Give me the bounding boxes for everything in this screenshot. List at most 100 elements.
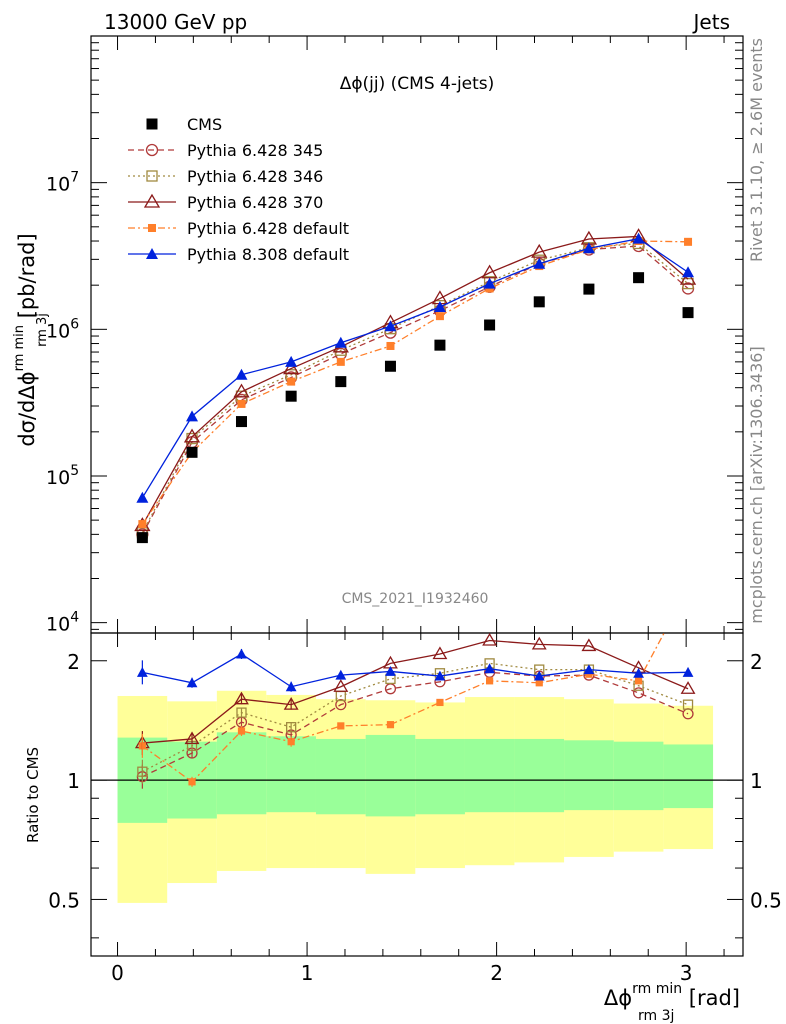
marker-triangle [682,666,694,677]
marker-square [384,360,396,372]
ticks [91,35,743,956]
marker-triangle-open [482,633,498,646]
marker-triangle-open [531,636,547,650]
chart-title: Δϕ(jj) (CMS 4-jets) [340,74,495,94]
marker-triangle-open [283,360,300,375]
marker-square-small [336,357,345,366]
x-tick-label: 1 [301,961,314,985]
series-line-pythia-6-428-default [141,240,689,525]
series-line-pythia-6-428-370 [141,235,689,526]
legend-label: CMS [187,115,222,134]
frames [90,35,744,957]
marker-triangle-open [183,428,201,443]
marker-square-small [287,377,296,386]
series-line-pythia-6-428-345 [141,245,689,535]
marker-square [136,532,148,544]
main-curves [134,228,697,544]
marker-square [186,446,198,458]
marker-triangle [682,266,695,278]
ratio-line-pythia-6-428-346 [142,662,689,773]
marker-square [434,339,446,351]
ratio-line-pythia-6-428-370 [142,639,689,744]
marker-triangle [633,667,644,678]
marker-triangle [235,368,248,380]
marker-triangle [632,232,645,244]
marker-square [633,272,645,284]
x-axis-label: Δϕrm min [rad] [604,981,740,1010]
y-tick-label: 106 [46,316,79,342]
marker-square [335,376,347,388]
y-axis-label-sub: rm 3j [35,313,50,347]
marker-square [285,390,297,402]
marker-triangle [583,664,595,675]
marker-square-small [436,698,444,707]
ratio-tick-label-left: 0.5 [48,888,80,912]
legend-item: Pythia 8.308 default [128,245,349,264]
marker-triangle [484,663,495,674]
band-green-bin [365,734,416,817]
marker-circle-open [145,143,159,157]
side-text-bottom: mcplots.cern.ch [arXiv:1306.3436] [747,346,766,623]
marker-square [235,416,247,428]
y-axis-label-group: dσ/dΔϕrm min [pb/rad]rm 3j [12,233,50,446]
marker-triangle-open [680,681,696,694]
x-axis-label-sub: rm 3j [638,1008,674,1024]
marker-triangle-open [333,679,349,692]
marker-triangle-open [143,193,161,208]
ratio-tick-label-left: 2 [67,650,80,674]
ratio-line-pythia-8-308-default [142,653,689,688]
marker-square-small [337,722,345,730]
ratio-tick-label-right: 0.5 [750,888,782,912]
marker-triangle [285,355,298,367]
marker-square-small [148,224,156,232]
marker-triangle-open [432,646,448,660]
marker-triangle [384,320,397,332]
marker-circle-open [335,699,347,711]
legend-label: Pythia 8.308 default [187,245,349,264]
marker-square-small [138,520,147,529]
x-tick-label: 3 [680,961,693,985]
band-green-bin [613,741,664,811]
band-green-bin [564,740,614,811]
marker-square-small [634,677,643,685]
marker-triangle-open [531,243,548,258]
legend-item: Pythia 6.428 346 [128,167,323,186]
marker-square-open [682,699,694,710]
side-text-top: Rivet 3.1.10, ≥ 2.6M events [747,38,766,262]
marker-triangle [385,666,396,676]
marker-triangle [136,491,149,503]
marker-triangle-open [581,638,597,652]
legend-item: Pythia 6.428 345 [128,141,323,160]
legend-label: Pythia 6.428 default [187,219,349,238]
marker-square-small [386,341,395,350]
header-right: Jets [692,10,730,34]
y-tick-label: 105 [46,463,79,489]
marker-square-small [684,585,691,592]
x-tick-label: 0 [111,961,124,985]
marker-triangle [335,669,347,680]
marker-triangle [582,242,595,254]
ratio-tick-label-right: 2 [750,650,763,674]
series-line-pythia-8-308-default [141,237,689,499]
band-green-bin [663,744,714,809]
ratio-frame [90,632,744,957]
marker-triangle [186,410,199,422]
ratio-curves [134,585,696,789]
marker-triangle [433,300,446,312]
legend-item: CMS [146,115,222,134]
legend-label: Pythia 6.428 370 [187,193,323,212]
marker-square [146,118,158,130]
y-axis-label: dσ/dΔϕrm min [pb/rad] [12,233,39,446]
band-green-bin [315,738,366,815]
marker-square-open [146,170,158,182]
marker-square-small [435,312,444,321]
series-line-pythia-6-428-346 [141,242,689,534]
marker-square-small [535,679,543,687]
marker-triangle [533,670,545,681]
band-green-bin [415,738,465,815]
marker-triangle [434,670,446,681]
marker-square [682,307,694,319]
marker-circle-open [632,687,645,699]
